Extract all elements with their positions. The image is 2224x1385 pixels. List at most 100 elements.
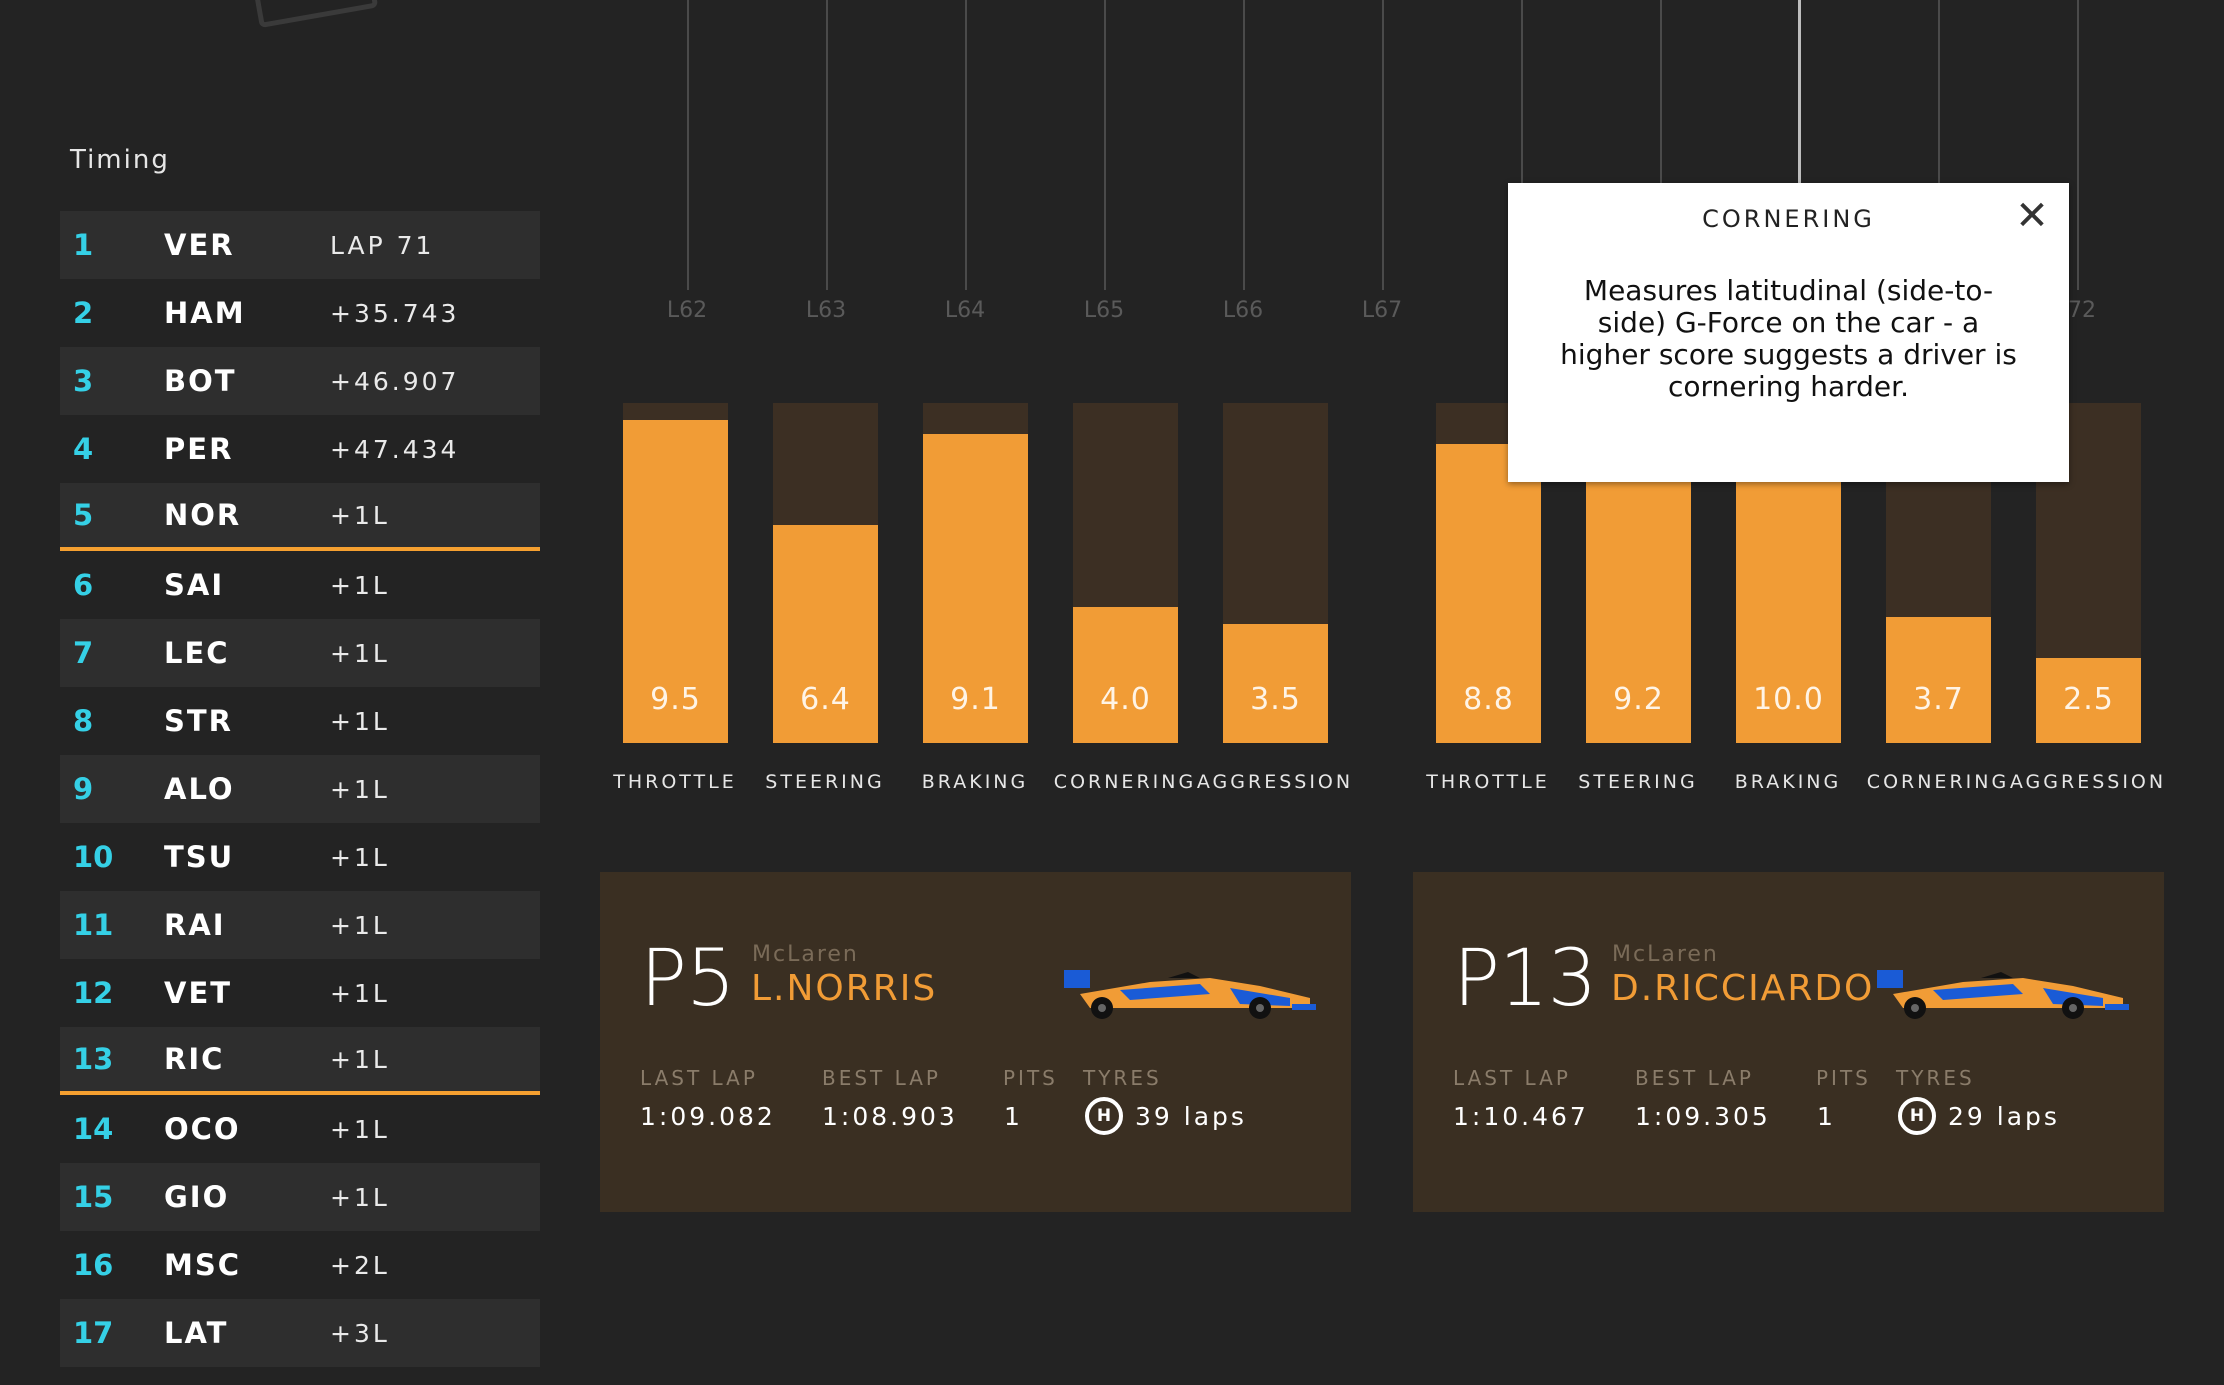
bar-value: 8.8 xyxy=(1463,682,1514,717)
best-lap-value: 1:09.305 xyxy=(1635,1102,1771,1131)
timing-gap: +1L xyxy=(330,910,390,940)
cornering-label[interactable]: CORNERING xyxy=(1053,771,1197,793)
timing-row[interactable]: 15 GIO +1L xyxy=(60,1163,540,1231)
timing-row[interactable]: 4 PER +47.434 xyxy=(60,415,540,483)
timing-position: 5 xyxy=(73,498,94,532)
bar-fill xyxy=(623,420,728,743)
timing-gap: +1L xyxy=(330,1044,390,1074)
lap-line[interactable] xyxy=(687,0,689,290)
bar-fill xyxy=(773,525,878,743)
timing-position: 8 xyxy=(73,704,94,738)
lap-line[interactable] xyxy=(1382,0,1384,290)
timing-position: 12 xyxy=(73,976,114,1010)
lap-line[interactable] xyxy=(1660,0,1662,290)
lap-line[interactable] xyxy=(1521,0,1523,290)
timing-gap: +3L xyxy=(330,1318,390,1348)
braking-bar[interactable]: 9.1 xyxy=(923,403,1028,743)
timing-position: 1 xyxy=(73,228,94,262)
bar-fill xyxy=(1073,607,1178,743)
last-lap-value: 1:10.467 xyxy=(1453,1102,1589,1131)
timing-row[interactable]: 11 RAI +1L xyxy=(60,891,540,959)
timing-gap: +47.434 xyxy=(330,434,460,464)
driver-code: LEC xyxy=(164,636,230,670)
timing-gap: +1L xyxy=(330,978,390,1008)
tooltip-body: Measures latitudinal (side-to-side) G-Fo… xyxy=(1560,274,2017,403)
timing-position: 6 xyxy=(73,568,94,602)
lap-line-current[interactable] xyxy=(1798,0,1801,290)
driver-code: RIC xyxy=(164,1042,225,1076)
lap-line[interactable] xyxy=(2077,0,2079,290)
aggression-bar[interactable]: 3.5 xyxy=(1223,403,1328,743)
lap-label[interactable]: L64 xyxy=(944,298,986,323)
timing-row[interactable]: 12 VET +1L xyxy=(60,959,540,1027)
bar-value: 3.5 xyxy=(1250,682,1301,717)
timing-row[interactable]: 9 ALO +1L xyxy=(60,755,540,823)
driver-code: TSU xyxy=(164,840,235,874)
cornering-label[interactable]: CORNERING xyxy=(1866,771,2010,793)
bar-value: 2.5 xyxy=(2063,682,2114,717)
driver-code: GIO xyxy=(164,1180,230,1214)
pits-label: PITS xyxy=(1003,1066,1058,1090)
timing-position: 17 xyxy=(73,1316,114,1350)
driver-card: P13 McLaren D.RICCIARDO LAST LAP BEST LA… xyxy=(1413,872,2164,1212)
timing-position: 16 xyxy=(73,1248,114,1282)
driver-code: VER xyxy=(164,228,235,262)
timing-row[interactable]: 16 MSC +2L xyxy=(60,1231,540,1299)
lap-label[interactable]: L66 xyxy=(1222,298,1264,323)
bar-fill xyxy=(1586,430,1691,743)
timing-gap: +1L xyxy=(330,638,390,668)
lap-line[interactable] xyxy=(965,0,967,290)
lap-line[interactable] xyxy=(826,0,828,290)
timing-row[interactable]: 6 SAI +1L xyxy=(60,551,540,619)
timing-gap: +35.743 xyxy=(330,298,460,328)
timing-gap: +1L xyxy=(330,842,390,872)
lap-label[interactable]: 72 xyxy=(2068,298,2096,323)
timing-row[interactable]: 17 LAT +3L xyxy=(60,1299,540,1367)
best-lap-label: BEST LAP xyxy=(1635,1066,1754,1090)
timing-row[interactable]: 3 BOT +46.907 xyxy=(60,347,540,415)
pits-value: 1 xyxy=(1004,1102,1023,1131)
car-icon xyxy=(1877,970,2129,1019)
close-icon[interactable]: ✕ xyxy=(2015,193,2049,239)
steering-bar[interactable]: 6.4 xyxy=(773,403,878,743)
timing-position: 13 xyxy=(73,1042,114,1076)
timing-row[interactable]: 8 STR +1L xyxy=(60,687,540,755)
tooltip-title: CORNERING xyxy=(1702,205,1875,233)
tyres-label: TYRES xyxy=(1083,1066,1162,1090)
bar-value: 6.4 xyxy=(800,682,851,717)
driver-code: LAT xyxy=(164,1316,229,1350)
timing-gap: +1L xyxy=(330,500,390,530)
lap-label[interactable]: L63 xyxy=(805,298,847,323)
lap-label[interactable]: L65 xyxy=(1083,298,1125,323)
timing-position: 9 xyxy=(73,772,94,806)
bar-fill xyxy=(2036,658,2141,743)
timing-row[interactable]: 7 LEC +1L xyxy=(60,619,540,687)
bar-value: 4.0 xyxy=(1100,682,1151,717)
throttle-bar[interactable]: 9.5 xyxy=(623,403,728,743)
driver-code: OCO xyxy=(164,1112,241,1146)
timing-position: 4 xyxy=(73,432,94,466)
team-name: McLaren xyxy=(752,942,859,967)
driver-name: L.NORRIS xyxy=(751,968,938,1009)
lap-label[interactable]: L62 xyxy=(666,298,708,323)
driver-code: VET xyxy=(164,976,233,1010)
lap-line[interactable] xyxy=(1104,0,1106,290)
timing-row-selected[interactable]: 13 RIC +1L xyxy=(60,1027,540,1095)
timing-row-selected[interactable]: 5 NOR +1L xyxy=(60,483,540,551)
timing-gap: +1L xyxy=(330,706,390,736)
throttle-label: THROTTLE xyxy=(1426,771,1550,793)
timing-gap: +1L xyxy=(330,1114,390,1144)
hard-tyre-icon: H xyxy=(1898,1097,1936,1135)
timing-row[interactable]: 10 TSU +1L xyxy=(60,823,540,891)
timing-position: 2 xyxy=(73,296,94,330)
timing-position: 7 xyxy=(73,636,94,670)
lap-line[interactable] xyxy=(1938,0,1940,290)
timing-row[interactable]: 14 OCO +1L xyxy=(60,1095,540,1163)
lap-line[interactable] xyxy=(1243,0,1245,290)
timing-row[interactable]: 2 HAM +35.743 xyxy=(60,279,540,347)
bar-value: 9.2 xyxy=(1613,682,1664,717)
lap-label[interactable]: L67 xyxy=(1361,298,1403,323)
cornering-bar[interactable]: 4.0 xyxy=(1073,403,1178,743)
timing-row[interactable]: 1 VER LAP 71 xyxy=(60,211,540,279)
driver-code: SAI xyxy=(164,568,225,602)
